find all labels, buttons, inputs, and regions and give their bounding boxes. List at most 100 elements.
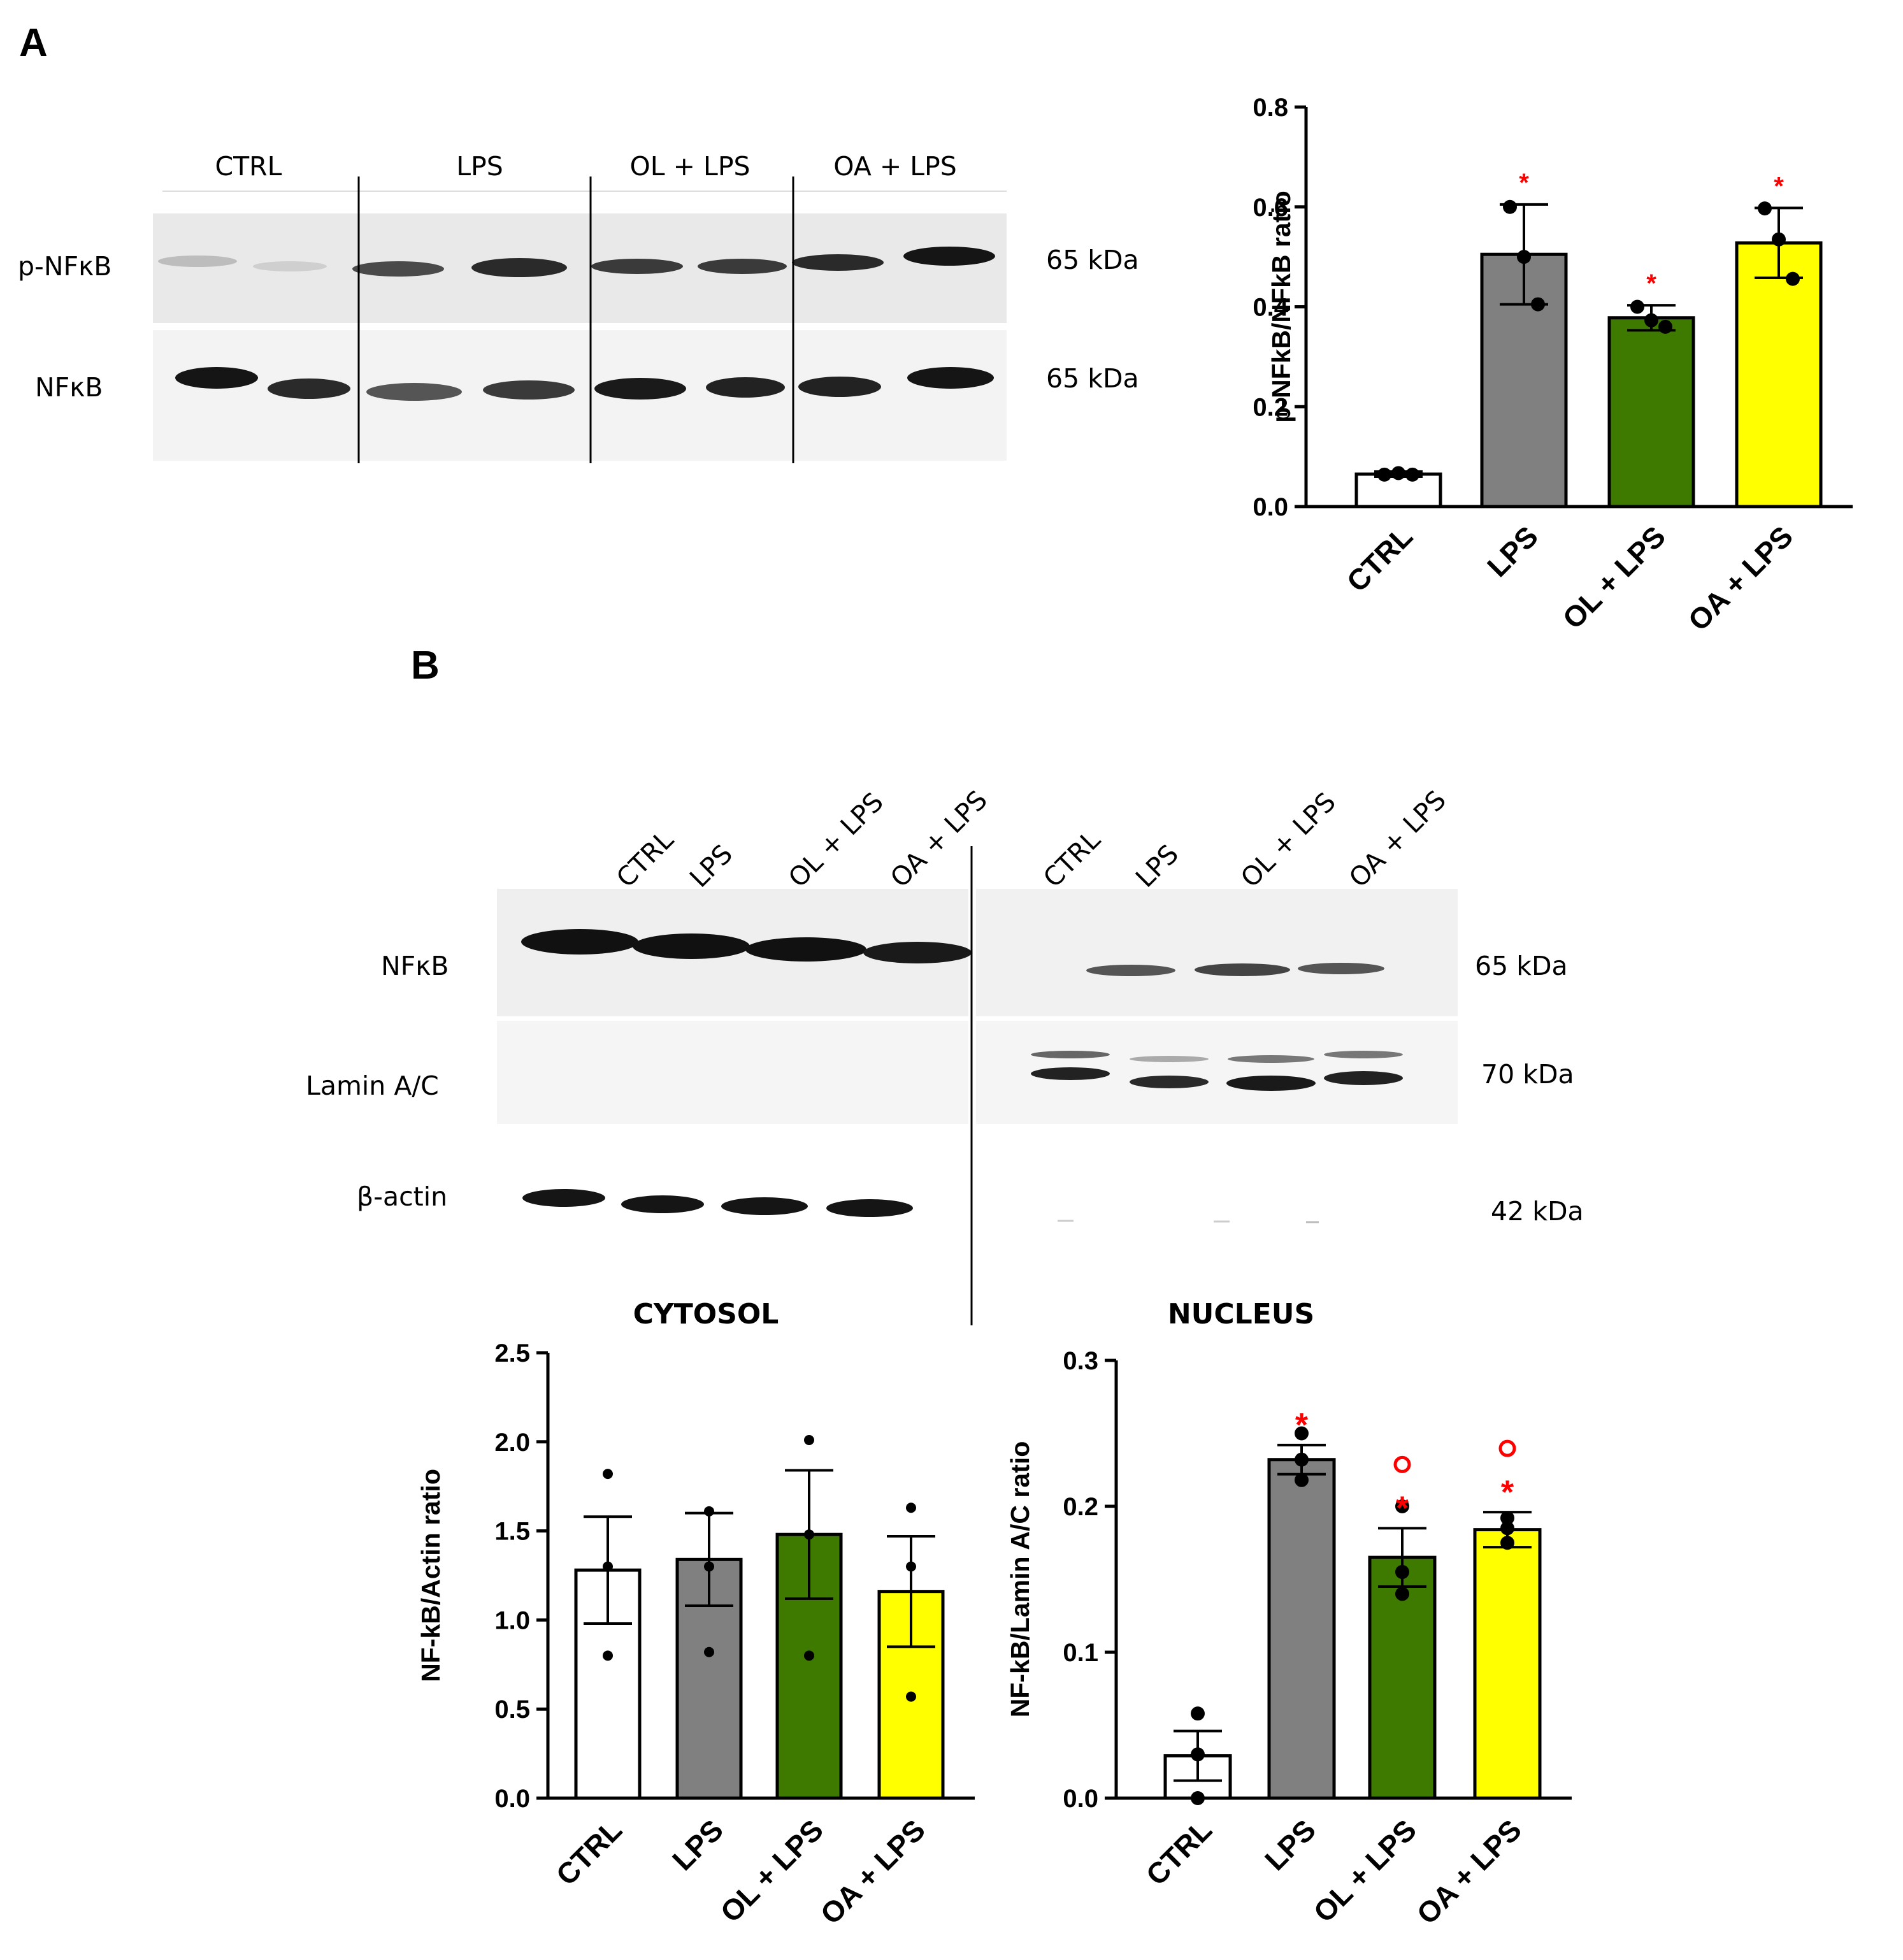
data-point — [1786, 271, 1800, 286]
a-blot-row-nfkb: NFκB — [35, 372, 103, 403]
b-blot-kda-actin: 42 kDa — [1491, 1196, 1584, 1227]
b-blot-kda-lamin: 70 kDa — [1481, 1059, 1574, 1090]
b-band — [1228, 1055, 1314, 1063]
significance-circle — [1393, 1455, 1411, 1473]
data-point — [1500, 1521, 1514, 1536]
y-tick-label: 0.5 — [494, 1696, 530, 1724]
b-band — [633, 933, 750, 959]
y-tick-label: 0.8 — [1253, 94, 1288, 122]
b-band — [1086, 965, 1175, 976]
y-tick-label: 0.4 — [1253, 294, 1288, 322]
significance-star: * — [1519, 169, 1529, 197]
b-band — [1031, 1067, 1110, 1080]
b-blot-row-nfkb: NFκB — [381, 951, 449, 981]
b-blot-lane-right-ol-lps: OL + LPS — [1235, 786, 1342, 893]
significance-star: * — [1396, 1490, 1409, 1527]
y-tick-label: 0.0 — [1063, 1785, 1098, 1813]
a-band — [792, 254, 884, 271]
data-point — [603, 1650, 613, 1661]
data-point — [1191, 1706, 1205, 1721]
chart-b-nucleus: 0.0 0.1 0.2 0.3 NF-kB/Lamin A/C ratio CTRL * LP… — [1005, 1347, 1572, 1931]
category-label-ol-lps: OL + LPS — [1556, 519, 1672, 635]
y-tick-label: 1.5 — [494, 1518, 530, 1546]
data-point — [1500, 1511, 1514, 1525]
category-label-ctrl: CTRL — [1140, 1813, 1218, 1891]
b-blot-strip-lamin-left — [497, 1021, 968, 1124]
y-tick-label: 0.0 — [1253, 493, 1288, 521]
data-point — [1395, 1499, 1409, 1513]
b-title-cytosol: CYTOSOL — [633, 1298, 779, 1330]
y-tick-label: 0.0 — [494, 1785, 530, 1813]
b-blot-lane-left-ol-lps: OL + LPS — [782, 786, 889, 893]
y-tick-label: 0.1 — [1063, 1639, 1098, 1667]
a-blot-row-pnfkb: p-NFκB — [18, 251, 111, 282]
data-point — [1295, 1452, 1309, 1467]
data-point — [906, 1561, 916, 1572]
b-band — [1324, 1071, 1403, 1085]
b-band — [1031, 1051, 1110, 1058]
category-label-ol-lps: OL + LPS — [1307, 1813, 1423, 1929]
b-title-nucleus: NUCLEUS — [1168, 1298, 1314, 1330]
y-axis-label: NF-kB/Lamin A/C ratio — [1005, 1441, 1035, 1718]
data-point — [804, 1435, 814, 1446]
b-blot-lane-right-lps: LPS — [1130, 839, 1184, 893]
bar-oa-lps — [1735, 241, 1823, 508]
significance-star: * — [1646, 270, 1656, 298]
data-point — [1405, 467, 1419, 482]
b-blot-kda-nfkb: 65 kDa — [1475, 951, 1568, 981]
a-band — [907, 367, 994, 389]
data-point — [1531, 297, 1545, 312]
category-label-ctrl: CTRL — [1340, 519, 1419, 598]
chart-b-cytosol: 0.0 0.5 1.0 1.5 2.0 2.5 NF-kB/Actin ratio CTRL L… — [416, 1339, 975, 1931]
data-point — [1658, 319, 1672, 334]
category-label-lps: LPS — [1258, 1813, 1322, 1877]
category-label-oa-lps: OA + LPS — [1410, 1813, 1528, 1931]
a-band — [253, 261, 327, 271]
data-point — [1500, 1536, 1514, 1550]
b-band — [863, 942, 972, 963]
y-tick-label: 0.2 — [1253, 393, 1288, 421]
a-band — [158, 256, 237, 267]
panel-label-b: B — [411, 644, 440, 688]
data-point — [804, 1650, 814, 1661]
a-blot-kda-nfkb: 65 kDa — [1046, 363, 1139, 394]
b-blot-strip-nfkb-right — [976, 889, 1458, 1016]
data-point — [1644, 313, 1658, 328]
chart-a-pnfkb-ratio: 0.0 0.2 0.4 0.6 0.8 p-NFkB/NFkB ratio CTRL * LPS… — [1253, 94, 1853, 637]
y-tick-label: 2.5 — [494, 1339, 530, 1367]
y-tick-label: 1.0 — [494, 1606, 530, 1634]
panel-b-blot: CTRL LPS OL + LPS OA + LPS CTRL LPS OL +… — [306, 784, 1584, 1330]
a-band — [903, 247, 995, 266]
a-band — [594, 378, 686, 400]
data-point — [1772, 232, 1786, 247]
data-point — [704, 1647, 714, 1657]
bar-ol-lps — [1607, 316, 1695, 508]
data-point — [1377, 467, 1391, 482]
a-band — [268, 378, 350, 399]
a-band — [706, 377, 785, 398]
b-band — [1226, 1076, 1316, 1091]
b-band — [826, 1199, 913, 1217]
panel-a-blot: CTRL LPS OL + LPS OA + LPS p-NFκB NFκB 6… — [18, 151, 1139, 463]
a-blot-lane-lps: LPS — [456, 151, 503, 182]
a-band — [591, 259, 683, 274]
b-band — [1298, 963, 1384, 974]
category-label-oa-lps: OA + LPS — [814, 1813, 931, 1931]
b-blot-lane-left-ctrl: CTRL — [610, 825, 679, 893]
bar-lps — [1267, 1458, 1336, 1800]
a-blot-lane-ctrl: CTRL — [215, 151, 282, 182]
a-band — [483, 380, 575, 400]
a-blot-lane-oa-lps: OA + LPS — [833, 151, 957, 182]
data-point — [1395, 1587, 1409, 1601]
b-band — [1130, 1056, 1209, 1062]
y-tick-label: 0.6 — [1253, 194, 1288, 222]
y-axis-label: NF-kB/Actin ratio — [416, 1469, 445, 1682]
data-point — [1295, 1473, 1309, 1487]
y-axis-label: p-NFkB/NFkB ratio — [1267, 191, 1296, 422]
bar-oa-lps — [1473, 1528, 1542, 1800]
b-band — [1195, 963, 1290, 976]
data-point — [704, 1506, 714, 1517]
a-band — [352, 261, 444, 277]
b-blot-lane-left-oa-lps: OA + LPS — [884, 784, 993, 893]
